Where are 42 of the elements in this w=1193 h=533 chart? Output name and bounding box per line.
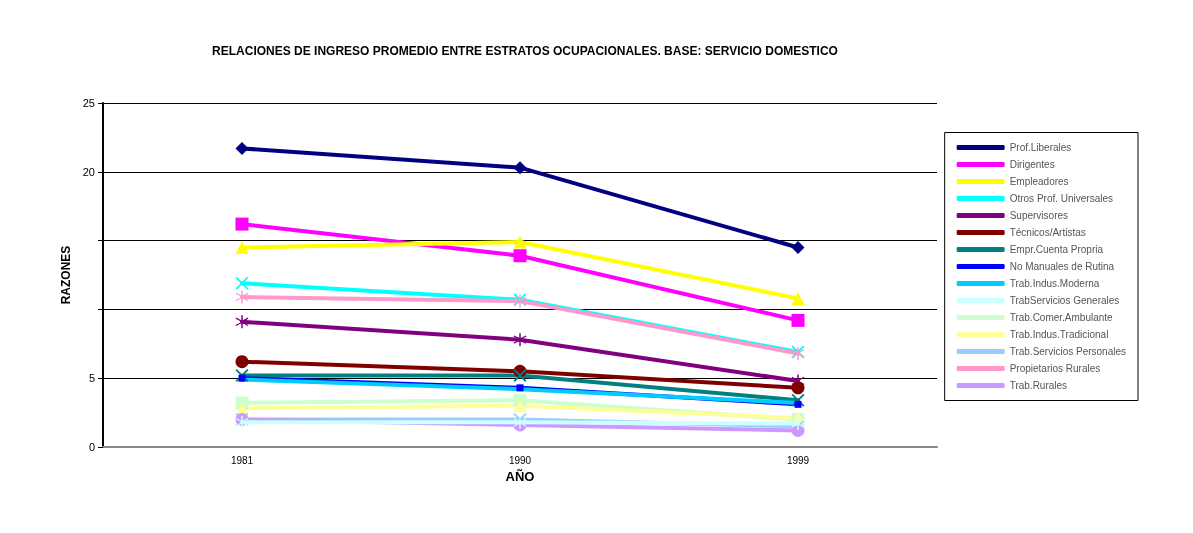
point bbox=[513, 249, 527, 263]
chart-title: RELACIONES DE INGRESO PROMEDIO ENTRE ESTRATOS OCUPACIONALES. BASE: SERVICIO DOMESTICO bbox=[212, 44, 838, 58]
x-tick-label: 1990 bbox=[508, 454, 532, 466]
point bbox=[235, 217, 249, 231]
point bbox=[791, 381, 805, 395]
legend-label: No Manuales de Rutina bbox=[1009, 261, 1115, 272]
point bbox=[791, 240, 805, 254]
x-axis-title: AÑO bbox=[505, 468, 535, 484]
point bbox=[235, 276, 249, 290]
point bbox=[791, 313, 805, 327]
point bbox=[235, 355, 249, 369]
y-tick-label: 25 bbox=[82, 97, 95, 109]
legend-label: Trab.Servicios Personales bbox=[1009, 346, 1126, 357]
legend-label: Empleadores bbox=[1009, 176, 1069, 187]
legend-label: Supervisores bbox=[1009, 210, 1069, 221]
y-tick-label: 20 bbox=[82, 165, 95, 178]
point bbox=[235, 141, 249, 155]
legend-label: Empr.Cuenta Propria bbox=[1009, 244, 1104, 255]
point bbox=[513, 235, 527, 249]
legend-label: TrabServicios Generales bbox=[1009, 295, 1120, 306]
x-tick-label: 1999 bbox=[786, 454, 810, 466]
point bbox=[791, 291, 805, 305]
legend-label: Trab.Indus.Moderna bbox=[1009, 278, 1100, 289]
legend-label: Propietarios Rurales bbox=[1009, 363, 1101, 374]
legend-label: Trab.Indus.Tradicional bbox=[1009, 329, 1109, 340]
point bbox=[513, 161, 527, 175]
legend-label: Prof.Liberales bbox=[1009, 142, 1072, 153]
y-axis-title: RAZONES bbox=[58, 245, 73, 305]
point bbox=[235, 315, 249, 329]
point bbox=[513, 333, 527, 347]
legend-label: Trab.Comer.Ambulante bbox=[1009, 312, 1114, 323]
legend-label: Técnicos/Artistas bbox=[1009, 227, 1086, 238]
legend-label: Trab.Rurales bbox=[1009, 380, 1068, 391]
legend-label: Dirigentes bbox=[1009, 159, 1055, 170]
point bbox=[235, 240, 249, 254]
point bbox=[516, 384, 524, 392]
y-tick-label: 0 bbox=[88, 441, 95, 453]
point bbox=[513, 399, 527, 413]
y-tick-label: 5 bbox=[88, 372, 95, 385]
point bbox=[235, 290, 249, 304]
legend-label: Otros Prof. Universales bbox=[1009, 193, 1114, 204]
x-tick-label: 1981 bbox=[230, 454, 254, 466]
